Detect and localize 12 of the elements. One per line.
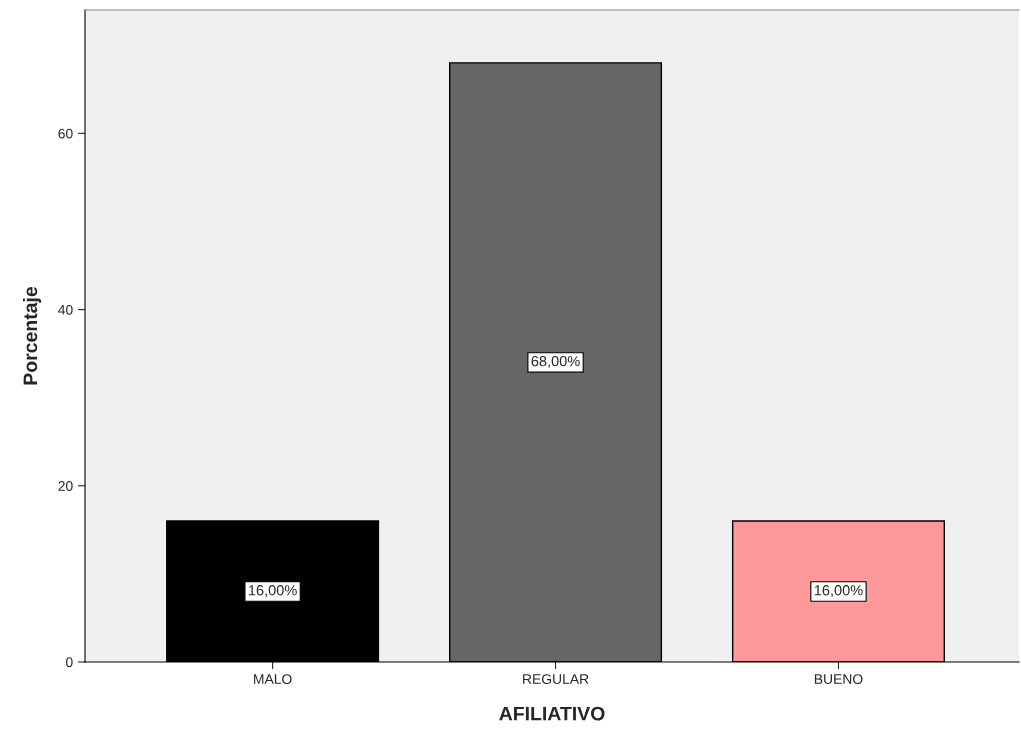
x-tick-label: BUENO (814, 674, 863, 685)
y-tick-label: 20 (58, 481, 73, 491)
data-label: 68,00% (531, 356, 580, 369)
y-tick-label: 0 (66, 657, 73, 668)
data-label: 16,00% (814, 585, 863, 598)
y-axis-title: Porcentaje (22, 286, 42, 385)
x-axis-title: AFILIATIVO (499, 706, 605, 721)
y-tick-label: 60 (58, 128, 73, 139)
y-tick-label: 40 (58, 304, 73, 315)
x-tick-label: REGULAR (523, 674, 589, 685)
data-label: 16,00% (248, 585, 297, 598)
x-tick-label: MALO (254, 674, 292, 685)
